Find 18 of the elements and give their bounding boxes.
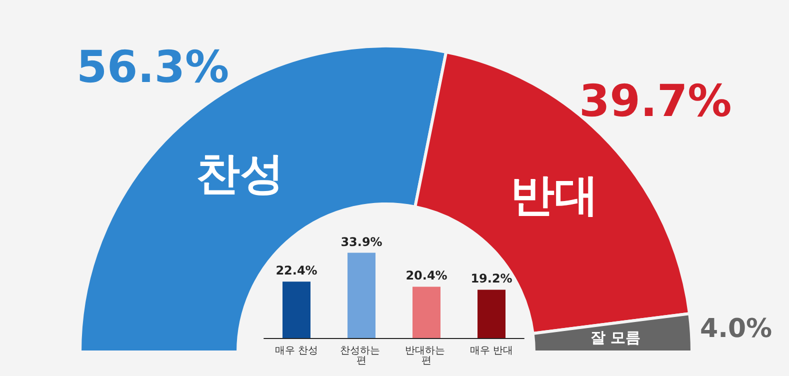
data-label: 33.9% xyxy=(340,234,382,249)
x-tick-label: 매우 찬성 xyxy=(274,346,318,356)
slice-label: 찬성 xyxy=(196,148,284,200)
x-tick-label: 매우 반대 xyxy=(470,346,514,356)
slice-label: 잘 모름 xyxy=(590,328,641,347)
data-label: 22.4% xyxy=(276,264,318,278)
x-tick-label: 찬성하는 편 xyxy=(340,346,384,366)
data-label: 4.0% xyxy=(700,314,772,344)
bar xyxy=(478,290,506,338)
data-label: 56.3% xyxy=(76,42,230,93)
data-label: 19.2% xyxy=(470,272,512,286)
slice-label: 반대 xyxy=(510,170,598,221)
x-tick-label: 반대하는 편 xyxy=(404,346,448,366)
bar xyxy=(412,286,440,338)
data-label: 39.7% xyxy=(579,76,732,127)
data-label: 20.4% xyxy=(406,268,448,283)
bar xyxy=(282,282,310,338)
bar xyxy=(348,252,376,338)
